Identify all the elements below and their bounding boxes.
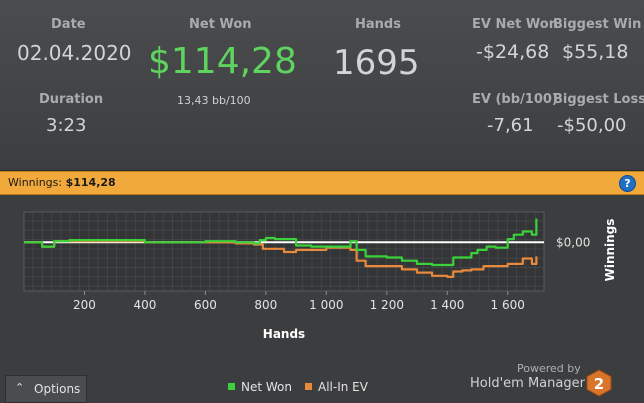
- x-tick-label: 800: [254, 298, 277, 312]
- x-tick-label: 400: [133, 298, 156, 312]
- options-button[interactable]: ⌃ Options: [5, 375, 87, 403]
- net-won-label: Net Won: [189, 17, 252, 32]
- duration-label: Duration: [39, 92, 104, 107]
- winnings-chart-svg: 200 400 600 800 1 000 1 200 1 400 1 600 $0,00 Han…: [23, 211, 617, 341]
- date-value: 02.04.2020: [17, 41, 132, 65]
- hands-label: Hands: [355, 17, 401, 32]
- stats-panel: Date 02.04.2020 Net Won $114,28 13,43 bb…: [0, 0, 644, 171]
- y-axis-label: Winnings: [603, 219, 617, 282]
- biggest-win-value: $55,18: [562, 41, 629, 63]
- winnings-bar: Winnings: $114,28 ?: [0, 171, 644, 195]
- ev-bb100-label: EV (bb/100): [472, 92, 558, 107]
- x-tick-label: 1 600: [491, 298, 525, 312]
- winnings-value: $114,28: [65, 176, 116, 189]
- logo-badge-text: 2: [594, 375, 604, 393]
- winnings-chart: 200 400 600 800 1 000 1 200 1 400 1 600 $0,00 Han…: [0, 194, 644, 366]
- hands-value: 1695: [333, 43, 420, 83]
- legend-item-all-in-ev[interactable]: All-In EV: [305, 380, 368, 394]
- winnings-label: Winnings:: [8, 176, 63, 189]
- duration-value: 3:23: [46, 115, 87, 136]
- ev-bb100-value: -7,61: [487, 115, 534, 136]
- series-line-net-won: [24, 218, 538, 267]
- legend-swatch-net-won: [228, 383, 235, 390]
- biggest-win-label: Biggest Win: [553, 17, 642, 32]
- biggest-loss-label: Biggest Loss: [553, 92, 644, 107]
- options-label: Options: [34, 382, 81, 396]
- x-tick-label: 1 200: [370, 298, 404, 312]
- brand-name: Hold'em Manager: [470, 376, 585, 391]
- footer: ⌃ Options Net Won All-In EV Powered by H…: [0, 362, 644, 403]
- x-axis-label: Hands: [263, 327, 305, 341]
- x-tick-label: 600: [194, 298, 217, 312]
- net-won-value: $114,28: [148, 41, 297, 82]
- legend-label-all-in-ev: All-In EV: [318, 380, 368, 394]
- date-label: Date: [51, 17, 86, 32]
- net-won-bb100: 13,43 bb/100: [177, 94, 251, 107]
- legend-item-net-won[interactable]: Net Won: [228, 380, 292, 394]
- ev-net-won-label: EV Net Won: [472, 17, 558, 32]
- y-tick-label: $0,00: [556, 235, 590, 249]
- legend-swatch-all-in-ev: [305, 383, 312, 390]
- legend-label-net-won: Net Won: [241, 380, 292, 394]
- x-tick-label: 200: [73, 298, 96, 312]
- powered-by-text: Powered by: [517, 362, 581, 375]
- x-tick-label: 1 000: [309, 298, 343, 312]
- biggest-loss-value: -$50,00: [557, 115, 627, 136]
- ev-net-won-value: -$24,68: [476, 41, 550, 63]
- winnings-summary: Winnings: $114,28: [8, 176, 116, 189]
- help-icon[interactable]: ?: [619, 175, 636, 192]
- x-tick-label: 1 400: [430, 298, 464, 312]
- chevron-up-icon: ⌃: [15, 381, 25, 394]
- hem2-logo-icon: 2: [586, 369, 612, 397]
